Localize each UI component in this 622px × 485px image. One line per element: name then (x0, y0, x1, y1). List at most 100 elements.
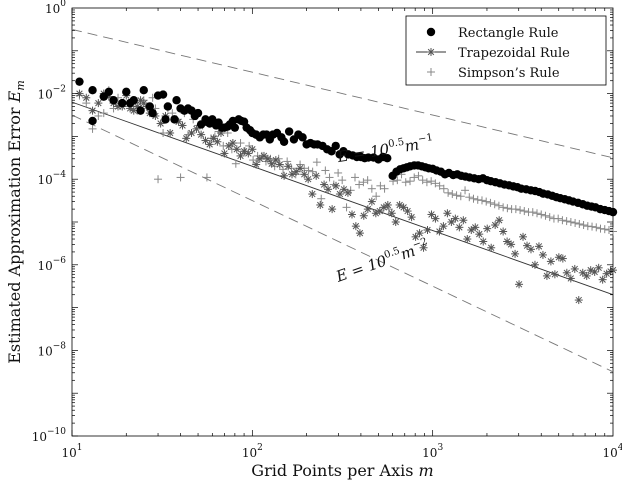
data-point (414, 171, 423, 180)
data-point (300, 170, 309, 179)
data-point (109, 96, 118, 105)
data-point (530, 260, 539, 269)
legend: Rectangle Rule Trapezoidal Rule Simpson’s … (405, 15, 607, 86)
data-point (479, 237, 488, 246)
data-point (604, 226, 613, 235)
data-point (562, 268, 571, 277)
data-point (182, 134, 191, 143)
data-point (459, 216, 468, 225)
data-point (355, 229, 364, 238)
data-point (331, 141, 340, 151)
data-point (296, 164, 305, 173)
data-point (465, 193, 474, 202)
data-point (176, 173, 185, 182)
data-point (363, 176, 372, 185)
data-point (487, 243, 496, 252)
data-point (271, 156, 280, 165)
data-point (154, 175, 163, 184)
data-point (546, 257, 555, 266)
data-point (220, 149, 229, 158)
data-point (507, 240, 516, 249)
data-point (387, 209, 396, 218)
series-asterisk (75, 89, 617, 305)
data-point (422, 178, 431, 187)
data-point (463, 235, 472, 244)
data-point (516, 206, 525, 215)
data-point (407, 213, 416, 222)
data-point (456, 192, 465, 201)
data-point (406, 177, 415, 186)
data-point (88, 116, 97, 126)
data-point (592, 223, 601, 232)
data-point (88, 86, 97, 95)
data-point (566, 274, 575, 283)
data-point (279, 137, 289, 146)
data-point (94, 111, 103, 120)
data-point (443, 209, 452, 218)
data-point (423, 226, 432, 235)
data-point (363, 205, 372, 214)
data-point (248, 145, 257, 154)
data-point (473, 195, 482, 204)
axis-ticks: 101 102 103 104 10−10 10−8 10−6 10−4 10−2 100 (32, 0, 622, 460)
data-point (600, 225, 609, 234)
data-point (431, 214, 440, 223)
data-point (304, 166, 313, 175)
data-point (136, 106, 145, 115)
data-point (608, 207, 618, 217)
data-point (343, 188, 352, 197)
data-point (490, 200, 499, 209)
data-point (588, 222, 597, 231)
data-point (324, 185, 333, 194)
data-point (288, 170, 297, 179)
data-point (511, 249, 520, 258)
data-point (545, 213, 554, 222)
data-point (515, 280, 524, 289)
data-point (129, 96, 138, 105)
data-point (467, 226, 476, 235)
data-point (519, 232, 528, 241)
data-point (334, 168, 343, 177)
data-point (342, 203, 351, 212)
data-point (255, 154, 264, 163)
data-point (452, 191, 461, 200)
data-point (477, 196, 486, 205)
data-point (403, 207, 412, 216)
data-point (372, 192, 381, 201)
reference-line (71, 101, 614, 296)
data-point (236, 151, 245, 160)
data-point (534, 242, 543, 251)
data-point (118, 98, 127, 108)
data-point (469, 194, 478, 203)
data-point (486, 198, 495, 207)
y-tick-label: 10−4 (37, 170, 66, 187)
data-point (298, 133, 307, 142)
data-point (166, 129, 175, 138)
data-point (575, 219, 584, 228)
data-point (537, 210, 546, 219)
data-point (316, 200, 325, 209)
data-point (359, 178, 368, 187)
x-tick-label: 101 (61, 443, 82, 460)
y-tick-label: 10−10 (32, 427, 67, 444)
data-point (148, 108, 157, 118)
data-point (244, 149, 253, 158)
y-axis-label: Estimated Approximation Error Em (5, 80, 27, 364)
data-point (444, 188, 453, 197)
legend-label: Rectangle Rule (458, 26, 559, 41)
data-point (325, 173, 334, 182)
data-point (351, 222, 360, 231)
data-point (495, 216, 504, 225)
data-point (252, 160, 261, 169)
data-point (231, 159, 240, 168)
data-point (263, 154, 272, 163)
data-point (511, 205, 520, 214)
data-point (427, 177, 436, 186)
data-point (184, 130, 193, 139)
data-point (503, 237, 512, 246)
data-point (426, 27, 436, 37)
data-point (499, 227, 508, 236)
data-point (419, 243, 428, 252)
data-point (448, 190, 457, 199)
